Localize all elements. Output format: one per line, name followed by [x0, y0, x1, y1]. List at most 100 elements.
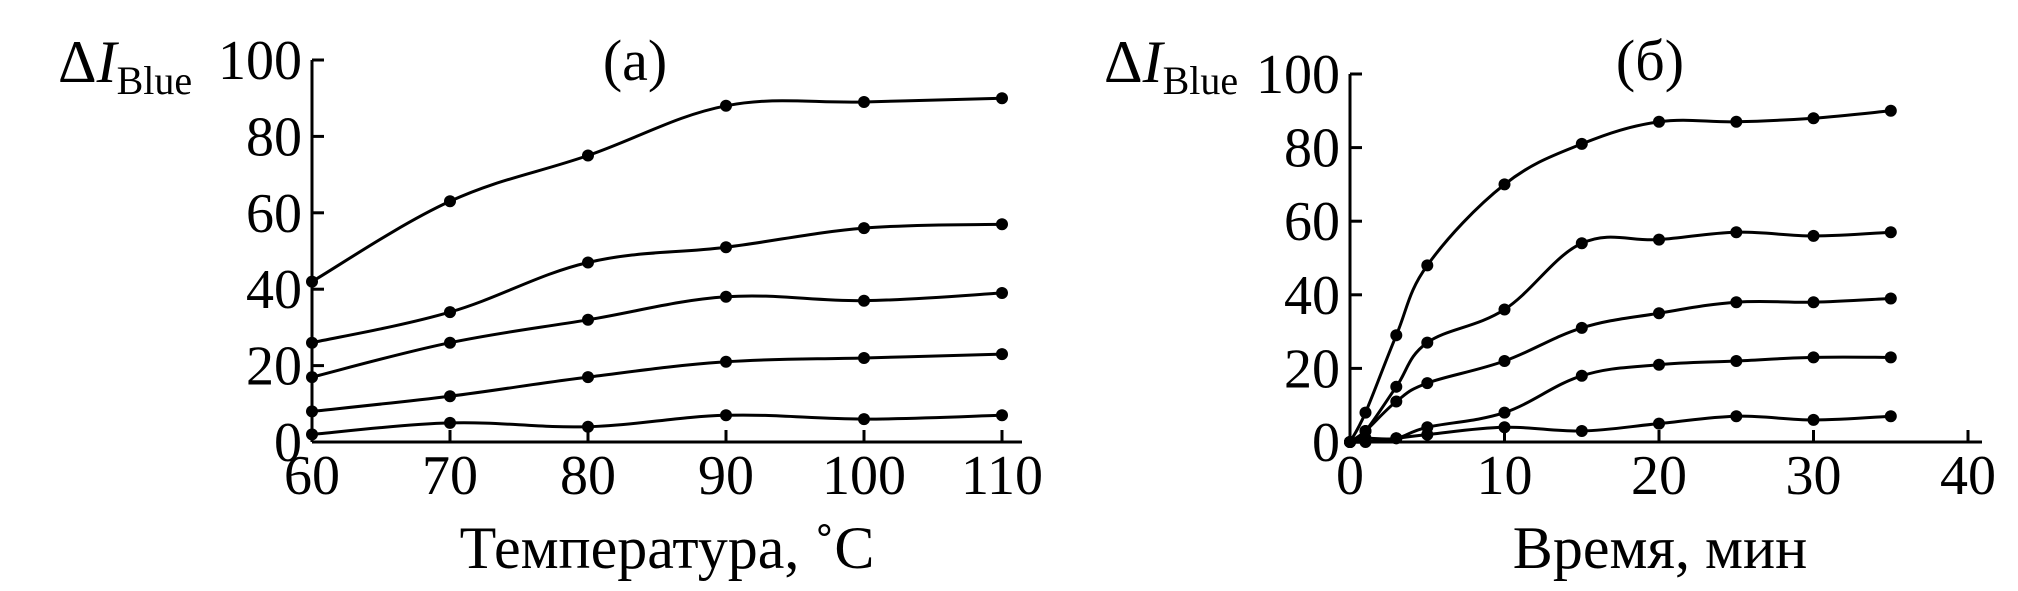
data-point	[1653, 307, 1665, 320]
x-axis-label: Температура, ˚C	[460, 515, 875, 581]
data-point	[1498, 303, 1511, 316]
data-point	[858, 96, 870, 108]
data-point	[1359, 406, 1372, 419]
data-point	[1421, 336, 1434, 349]
data-point	[1807, 351, 1820, 364]
x-tick-label: 10	[1477, 445, 1533, 507]
series-line	[1349, 414, 1891, 444]
data-point	[582, 256, 594, 269]
data-point	[1421, 377, 1434, 390]
y-tick-label: 60	[1284, 191, 1340, 253]
x-tick-label: 30	[1786, 445, 1842, 507]
series-line	[311, 291, 1003, 379]
panel-label: (б)	[1616, 28, 1684, 93]
data-point	[858, 413, 870, 426]
y-tick-label: 20	[1284, 338, 1340, 400]
data-point	[306, 405, 318, 418]
data-point	[1575, 237, 1588, 250]
ticks: 0 10 20 30 40 0 20 40 60 80 100	[1256, 44, 1996, 507]
y-tick-label: 80	[1284, 118, 1340, 180]
data-point	[306, 336, 318, 349]
data-point	[1807, 112, 1820, 125]
y-tick-label: 40	[1284, 265, 1340, 327]
x-tick-label: 0	[1336, 445, 1364, 507]
data-point	[1359, 436, 1372, 448]
y-tick-label: 0	[1312, 412, 1340, 474]
data-point	[1807, 229, 1820, 242]
x-tick-label: 90	[698, 445, 754, 507]
data-point	[1575, 321, 1588, 334]
series-line	[311, 96, 1003, 283]
data-point	[996, 348, 1008, 361]
data-point	[1730, 355, 1743, 367]
data-point	[1653, 233, 1665, 246]
y-tick-label: 20	[246, 336, 302, 398]
y-tick-label: 100	[218, 30, 302, 92]
data-point	[1730, 410, 1743, 423]
data-point	[444, 306, 456, 319]
data-point	[720, 290, 732, 303]
x-tick-label: 100	[822, 445, 906, 507]
data-point	[1884, 226, 1897, 239]
data-point	[1730, 115, 1743, 128]
data-point	[1421, 259, 1434, 272]
data-point	[1498, 421, 1511, 434]
ticks: 60 70 80 90 100 110 0 20 40 60 80 100	[218, 30, 1043, 507]
data-point	[582, 371, 594, 384]
data-point	[996, 218, 1008, 231]
data-point	[444, 416, 456, 429]
x-tick-label: 60	[284, 445, 340, 507]
data-point	[1730, 226, 1743, 239]
data-point	[1498, 406, 1511, 419]
data-point	[1390, 380, 1403, 393]
data-point	[720, 99, 732, 112]
data-point	[1344, 436, 1356, 448]
data-point	[1575, 137, 1588, 150]
x-tick-label: 80	[560, 445, 616, 507]
data-point	[1653, 358, 1665, 371]
data-point	[1653, 417, 1665, 430]
series-line	[1349, 297, 1891, 444]
data-point	[1498, 178, 1511, 191]
x-tick-label: 110	[961, 445, 1043, 507]
data-point	[444, 336, 456, 349]
data-point	[444, 195, 456, 208]
data-point	[1421, 428, 1434, 441]
panel-b: (б) Время, мин ΔIBlue 0 10 20 30 40 0 20 40 60 80…	[1104, 28, 1996, 581]
x-tick-label: 20	[1631, 445, 1687, 507]
data-point	[1884, 104, 1897, 117]
data-point	[720, 241, 732, 254]
data-point	[720, 355, 732, 368]
y-tick-label: 0	[274, 412, 302, 474]
data-point	[996, 92, 1008, 105]
x-tick-label: 70	[422, 445, 478, 507]
panel-a: (а) Температура, ˚C ΔIBlue 60 70 80 90 100 11…	[58, 28, 1043, 581]
data-point	[1390, 395, 1403, 408]
data-point	[306, 428, 318, 441]
data-point	[582, 420, 594, 433]
series-group	[306, 92, 1008, 441]
series-line	[311, 413, 1003, 436]
data-point	[582, 313, 594, 326]
y-tick-label: 40	[246, 259, 302, 321]
data-point	[306, 371, 318, 384]
data-point	[1653, 115, 1665, 128]
series-line	[1349, 230, 1891, 444]
y-axis-label: ΔIBlue	[1104, 29, 1238, 103]
data-point	[1884, 351, 1897, 364]
data-point	[1575, 425, 1588, 437]
data-point	[1884, 410, 1897, 423]
data-point	[1884, 292, 1897, 305]
data-point	[1575, 369, 1588, 382]
series-line	[311, 352, 1003, 413]
data-point	[1807, 413, 1820, 426]
data-point	[996, 287, 1008, 299]
data-point	[306, 275, 318, 288]
series-group	[1344, 104, 1897, 448]
y-tick-label: 100	[1256, 44, 1340, 106]
data-point	[444, 390, 456, 403]
data-point	[1390, 329, 1403, 342]
y-axis-label: ΔIBlue	[58, 29, 192, 103]
data-point	[1730, 296, 1743, 309]
